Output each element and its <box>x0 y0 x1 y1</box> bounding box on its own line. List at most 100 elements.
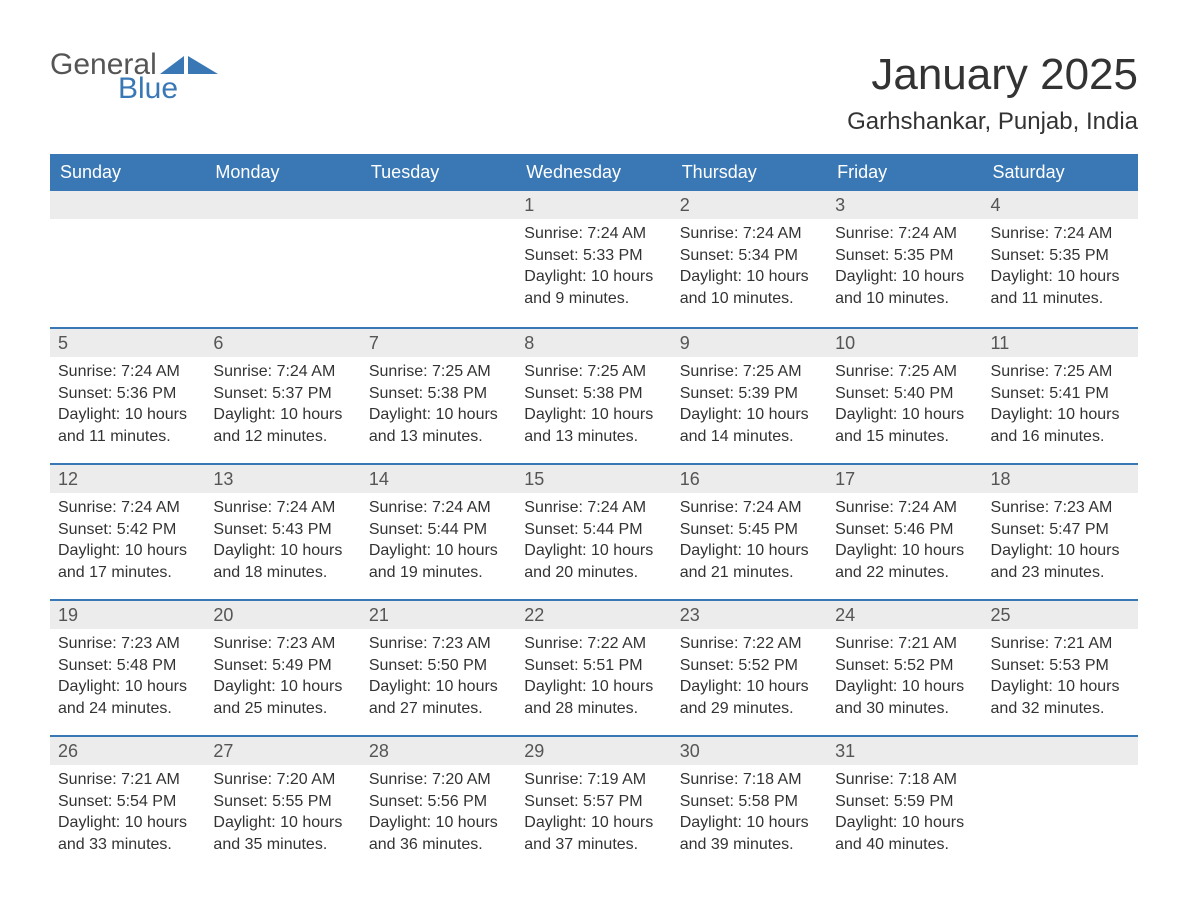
weekday-header-row: SundayMondayTuesdayWednesdayThursdayFrid… <box>50 154 1138 191</box>
sunrise-line: Sunrise: 7:18 AM <box>835 769 974 791</box>
daylight-line: Daylight: 10 hours and 40 minutes. <box>835 812 974 855</box>
sunset-line: Sunset: 5:52 PM <box>680 655 819 677</box>
calendar-cell: 11Sunrise: 7:25 AMSunset: 5:41 PMDayligh… <box>983 329 1138 463</box>
cell-body: Sunrise: 7:24 AMSunset: 5:36 PMDaylight:… <box>50 357 205 457</box>
daylight-line: Daylight: 10 hours and 29 minutes. <box>680 676 819 719</box>
cell-body: Sunrise: 7:22 AMSunset: 5:51 PMDaylight:… <box>516 629 671 729</box>
daylight-line: Daylight: 10 hours and 23 minutes. <box>991 540 1130 583</box>
calendar-cell: 20Sunrise: 7:23 AMSunset: 5:49 PMDayligh… <box>205 601 360 735</box>
sunrise-line: Sunrise: 7:24 AM <box>58 497 197 519</box>
sunrise-line: Sunrise: 7:23 AM <box>369 633 508 655</box>
logo-text-2: Blue <box>118 74 178 104</box>
calendar-cell: 7Sunrise: 7:25 AMSunset: 5:38 PMDaylight… <box>361 329 516 463</box>
page-header: General Blue January 2025 Garhshankar, P… <box>50 50 1138 136</box>
sunrise-line: Sunrise: 7:24 AM <box>835 497 974 519</box>
sunset-line: Sunset: 5:47 PM <box>991 519 1130 541</box>
daylight-line: Daylight: 10 hours and 17 minutes. <box>58 540 197 583</box>
location-subtitle: Garhshankar, Punjab, India <box>847 108 1138 136</box>
sunset-line: Sunset: 5:58 PM <box>680 791 819 813</box>
week-row: 19Sunrise: 7:23 AMSunset: 5:48 PMDayligh… <box>50 599 1138 735</box>
day-number: 21 <box>361 601 516 629</box>
daylight-line: Daylight: 10 hours and 24 minutes. <box>58 676 197 719</box>
daylight-line: Daylight: 10 hours and 37 minutes. <box>524 812 663 855</box>
calendar-cell: 21Sunrise: 7:23 AMSunset: 5:50 PMDayligh… <box>361 601 516 735</box>
daylight-line: Daylight: 10 hours and 16 minutes. <box>991 404 1130 447</box>
sunrise-line: Sunrise: 7:23 AM <box>213 633 352 655</box>
week-row: 26Sunrise: 7:21 AMSunset: 5:54 PMDayligh… <box>50 735 1138 871</box>
calendar-cell: 3Sunrise: 7:24 AMSunset: 5:35 PMDaylight… <box>827 191 982 327</box>
cell-body: Sunrise: 7:21 AMSunset: 5:53 PMDaylight:… <box>983 629 1138 729</box>
calendar-cell: 5Sunrise: 7:24 AMSunset: 5:36 PMDaylight… <box>50 329 205 463</box>
sunset-line: Sunset: 5:57 PM <box>524 791 663 813</box>
weekday-header: Monday <box>205 154 360 191</box>
cell-body: Sunrise: 7:24 AMSunset: 5:35 PMDaylight:… <box>983 219 1138 319</box>
cell-body: Sunrise: 7:23 AMSunset: 5:49 PMDaylight:… <box>205 629 360 729</box>
day-number: 11 <box>983 329 1138 357</box>
sunrise-line: Sunrise: 7:24 AM <box>369 497 508 519</box>
day-number: 7 <box>361 329 516 357</box>
sunrise-line: Sunrise: 7:24 AM <box>991 223 1130 245</box>
calendar: SundayMondayTuesdayWednesdayThursdayFrid… <box>50 154 1138 871</box>
day-number: 8 <box>516 329 671 357</box>
weekday-header: Sunday <box>50 154 205 191</box>
sunrise-line: Sunrise: 7:20 AM <box>213 769 352 791</box>
cell-body: Sunrise: 7:24 AMSunset: 5:42 PMDaylight:… <box>50 493 205 593</box>
daylight-line: Daylight: 10 hours and 19 minutes. <box>369 540 508 583</box>
sunrise-line: Sunrise: 7:19 AM <box>524 769 663 791</box>
day-number: 28 <box>361 737 516 765</box>
daylight-line: Daylight: 10 hours and 22 minutes. <box>835 540 974 583</box>
sunrise-line: Sunrise: 7:23 AM <box>58 633 197 655</box>
sunrise-line: Sunrise: 7:25 AM <box>524 361 663 383</box>
cell-body: Sunrise: 7:24 AMSunset: 5:34 PMDaylight:… <box>672 219 827 319</box>
daylight-line: Daylight: 10 hours and 12 minutes. <box>213 404 352 447</box>
sunrise-line: Sunrise: 7:24 AM <box>524 223 663 245</box>
day-number: 27 <box>205 737 360 765</box>
sunset-line: Sunset: 5:43 PM <box>213 519 352 541</box>
weekday-header: Thursday <box>672 154 827 191</box>
cell-body: Sunrise: 7:18 AMSunset: 5:58 PMDaylight:… <box>672 765 827 865</box>
sunset-line: Sunset: 5:44 PM <box>369 519 508 541</box>
sunrise-line: Sunrise: 7:21 AM <box>58 769 197 791</box>
daylight-line: Daylight: 10 hours and 35 minutes. <box>213 812 352 855</box>
sunset-line: Sunset: 5:44 PM <box>524 519 663 541</box>
sunset-line: Sunset: 5:52 PM <box>835 655 974 677</box>
calendar-cell: 1Sunrise: 7:24 AMSunset: 5:33 PMDaylight… <box>516 191 671 327</box>
sunset-line: Sunset: 5:42 PM <box>58 519 197 541</box>
sunset-line: Sunset: 5:53 PM <box>991 655 1130 677</box>
sunset-line: Sunset: 5:34 PM <box>680 245 819 267</box>
daylight-line: Daylight: 10 hours and 27 minutes. <box>369 676 508 719</box>
cell-body: Sunrise: 7:22 AMSunset: 5:52 PMDaylight:… <box>672 629 827 729</box>
calendar-cell: 24Sunrise: 7:21 AMSunset: 5:52 PMDayligh… <box>827 601 982 735</box>
sunset-line: Sunset: 5:45 PM <box>680 519 819 541</box>
daylight-line: Daylight: 10 hours and 33 minutes. <box>58 812 197 855</box>
day-number <box>50 191 205 219</box>
sunset-line: Sunset: 5:33 PM <box>524 245 663 267</box>
day-number: 1 <box>516 191 671 219</box>
sunrise-line: Sunrise: 7:20 AM <box>369 769 508 791</box>
day-number: 19 <box>50 601 205 629</box>
daylight-line: Daylight: 10 hours and 13 minutes. <box>369 404 508 447</box>
sunset-line: Sunset: 5:46 PM <box>835 519 974 541</box>
day-number <box>983 737 1138 765</box>
calendar-cell: 8Sunrise: 7:25 AMSunset: 5:38 PMDaylight… <box>516 329 671 463</box>
day-number: 22 <box>516 601 671 629</box>
cell-body: Sunrise: 7:21 AMSunset: 5:52 PMDaylight:… <box>827 629 982 729</box>
cell-body: Sunrise: 7:23 AMSunset: 5:50 PMDaylight:… <box>361 629 516 729</box>
day-number: 3 <box>827 191 982 219</box>
sunset-line: Sunset: 5:38 PM <box>524 383 663 405</box>
day-number: 12 <box>50 465 205 493</box>
title-block: January 2025 Garhshankar, Punjab, India <box>847 50 1138 136</box>
day-number <box>205 191 360 219</box>
logo-flag-icon <box>160 56 220 78</box>
day-number: 17 <box>827 465 982 493</box>
day-number <box>361 191 516 219</box>
daylight-line: Daylight: 10 hours and 11 minutes. <box>58 404 197 447</box>
day-number: 6 <box>205 329 360 357</box>
sunrise-line: Sunrise: 7:25 AM <box>369 361 508 383</box>
weekday-header: Saturday <box>983 154 1138 191</box>
day-number: 25 <box>983 601 1138 629</box>
sunrise-line: Sunrise: 7:24 AM <box>58 361 197 383</box>
calendar-cell: 19Sunrise: 7:23 AMSunset: 5:48 PMDayligh… <box>50 601 205 735</box>
sunset-line: Sunset: 5:36 PM <box>58 383 197 405</box>
calendar-cell: 10Sunrise: 7:25 AMSunset: 5:40 PMDayligh… <box>827 329 982 463</box>
